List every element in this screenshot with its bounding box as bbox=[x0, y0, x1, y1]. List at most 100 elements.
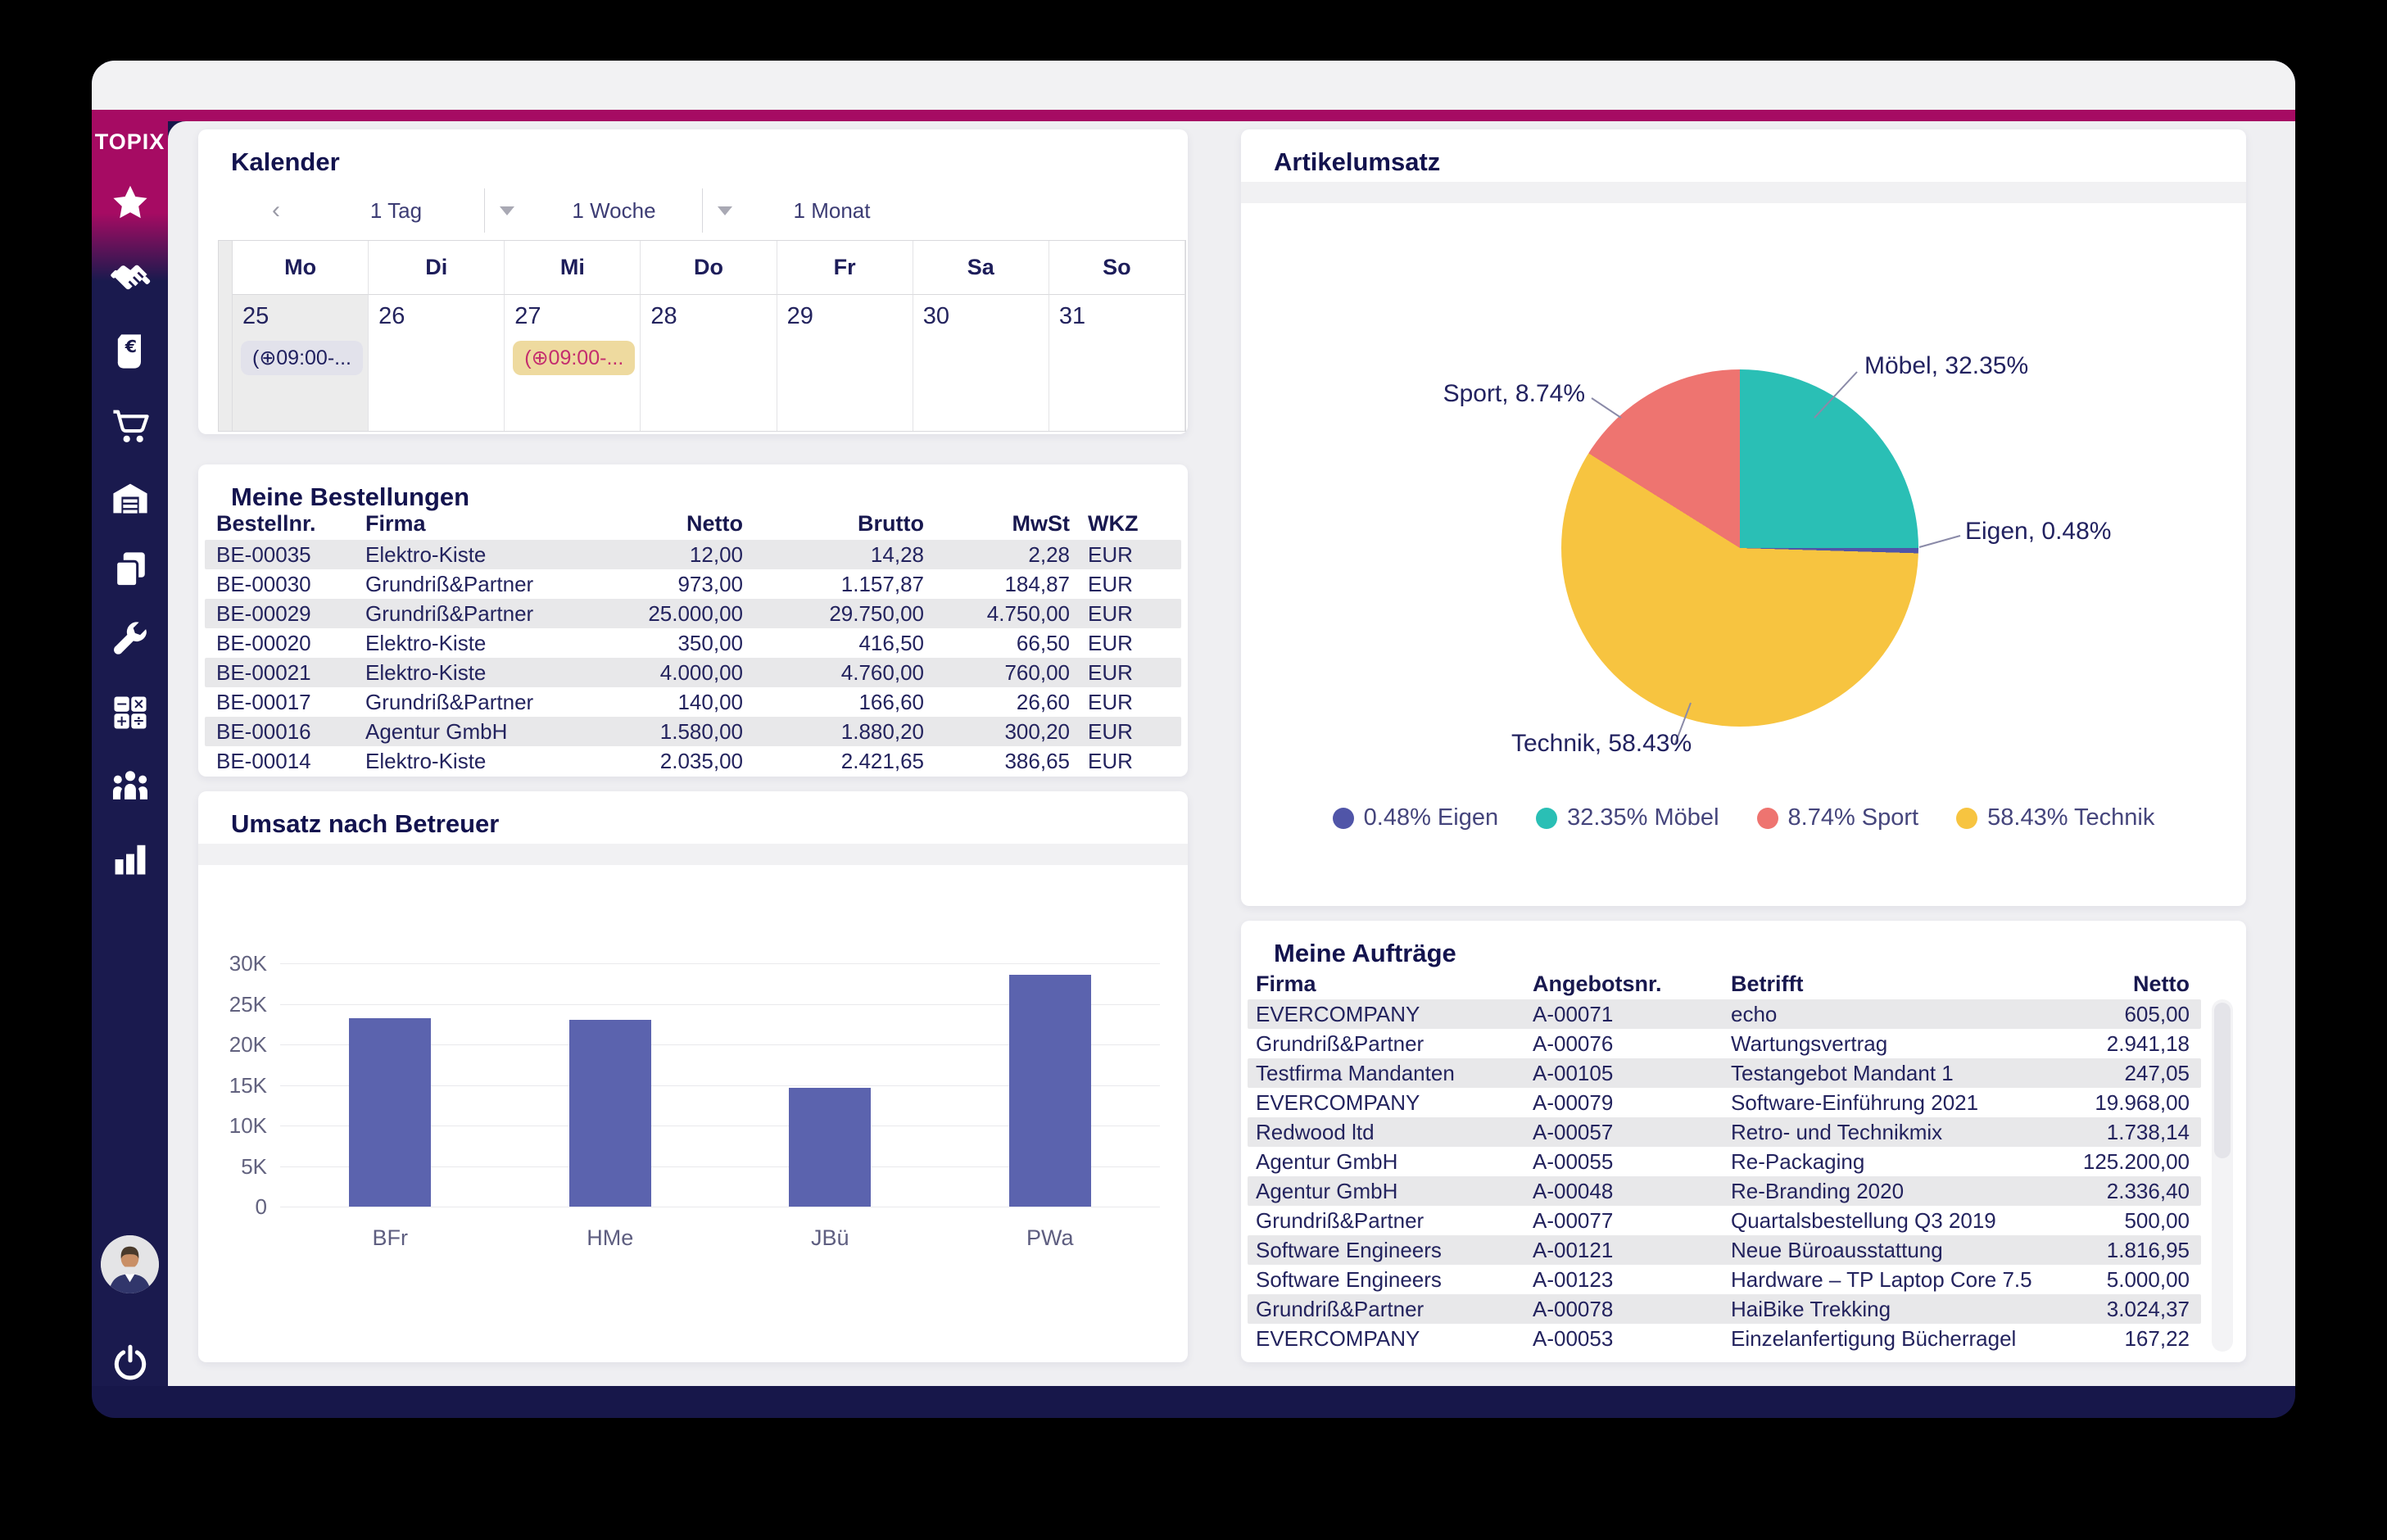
brand-accent-bar bbox=[92, 110, 2295, 121]
calendar-day-cell[interactable]: 30 bbox=[913, 295, 1049, 431]
sidebar-item-favorites[interactable] bbox=[107, 180, 153, 226]
table-cell: Agentur GmbH bbox=[1256, 1178, 1398, 1203]
table-cell: 25.000,00 bbox=[648, 600, 743, 626]
table-row[interactable]: EVERCOMPANY A-00053 Einzelanfertigung Büch… bbox=[1248, 1324, 2201, 1353]
chevron-down-icon[interactable] bbox=[718, 206, 732, 215]
table-cell: 166,60 bbox=[858, 689, 924, 714]
table-cell: 125.200,00 bbox=[2082, 1148, 2190, 1174]
table-cell: 2.035,00 bbox=[659, 748, 743, 773]
calendar-event[interactable]: (⊕09:00-... bbox=[241, 341, 363, 375]
table-cell: 350,00 bbox=[677, 630, 743, 655]
table-row[interactable]: Software Engineers A-00123 Hardware – TP L… bbox=[1248, 1265, 2201, 1294]
star-icon bbox=[112, 185, 147, 219]
svg-text:÷: ÷ bbox=[133, 713, 145, 730]
pie-chart[interactable] bbox=[1561, 369, 1918, 727]
table-row[interactable]: Grundriß&Partner A-00078 HaiBike Trekking 3… bbox=[1248, 1294, 2201, 1324]
window-titlebar bbox=[92, 61, 2295, 110]
table-cell: 14,28 bbox=[870, 541, 924, 567]
legend-item[interactable]: 32.35% Möbel bbox=[1536, 804, 1719, 831]
sidebar-item-accounting[interactable]: − × + ÷ bbox=[107, 690, 153, 736]
category-label: JBü bbox=[810, 1225, 849, 1250]
sidebar-item-tools[interactable] bbox=[107, 618, 153, 664]
table-row[interactable]: BE-00017 Grundriß&Partner 140,00 166,60 26,6… bbox=[205, 687, 1181, 717]
handshake-icon bbox=[110, 265, 150, 290]
scrollbar-track[interactable] bbox=[2212, 999, 2233, 1352]
table-cell: 66,50 bbox=[1016, 630, 1070, 655]
table-cell: Elektro-Kiste bbox=[365, 541, 487, 567]
table-row[interactable]: BE-00020 Elektro-Kiste 350,00 416,50 66,50 EU… bbox=[205, 628, 1181, 658]
warehouse-icon bbox=[112, 483, 147, 514]
svg-text:−: − bbox=[116, 696, 128, 713]
sidebar-item-purchasing[interactable] bbox=[107, 403, 153, 449]
table-row[interactable]: Redwood ltd A-00057 Retro- und Technikmix 1… bbox=[1248, 1117, 2201, 1147]
calendar-prev-button[interactable]: ‹ bbox=[272, 197, 280, 224]
table-row[interactable]: BE-00016 Agentur GmbH 1.580,00 1.880,20 300,… bbox=[205, 717, 1181, 746]
svg-text:+: + bbox=[116, 713, 128, 730]
calendar-weekday: Mi bbox=[505, 241, 641, 295]
sidebar-item-staff[interactable] bbox=[107, 763, 153, 808]
legend-item[interactable]: 58.43% Technik bbox=[1956, 804, 2154, 831]
table-row[interactable]: BE-00014 Elektro-Kiste 2.035,00 2.421,65 386… bbox=[205, 746, 1181, 776]
table-row[interactable]: Testfirma Mandanten A-00105 Testangebot Ma… bbox=[1248, 1058, 2201, 1088]
table-cell: EVERCOMPANY bbox=[1256, 1001, 1420, 1026]
calendar-day-button[interactable]: 1 Tag bbox=[369, 197, 423, 223]
table-cell: EUR bbox=[1088, 571, 1133, 596]
avatar[interactable] bbox=[101, 1235, 159, 1293]
table-cell: EUR bbox=[1088, 718, 1133, 744]
scrollbar-thumb[interactable] bbox=[2214, 1003, 2231, 1158]
sidebar-item-reports[interactable] bbox=[107, 836, 153, 881]
calendar-day-cell[interactable]: 27 (⊕09:00-... bbox=[505, 295, 641, 431]
table-cell: EUR bbox=[1088, 600, 1133, 626]
table-row[interactable]: EVERCOMPANY A-00071 echo 605,00 bbox=[1248, 999, 2201, 1029]
receipt-euro-icon: € bbox=[117, 334, 141, 369]
calendar-event[interactable]: (⊕09:00-... bbox=[513, 341, 636, 375]
table-row[interactable]: Grundriß&Partner A-00077 Quartalsbestellun… bbox=[1248, 1206, 2201, 1235]
table-cell: Grundriß&Partner bbox=[365, 689, 534, 714]
table-cell: 973,00 bbox=[677, 571, 743, 596]
table-cell: 4.000,00 bbox=[659, 659, 743, 685]
axis-tick-label: 30K bbox=[229, 951, 267, 976]
table-cell: EUR bbox=[1088, 659, 1133, 685]
legend-item[interactable]: 0.48% Eigen bbox=[1332, 804, 1499, 831]
calendar-day-cell[interactable]: 28 bbox=[641, 295, 777, 431]
bar-JBü[interactable] bbox=[789, 1088, 872, 1207]
umsatz-betreuer-title: Umsatz nach Betreuer bbox=[231, 809, 500, 838]
legend-label: 0.48% Eigen bbox=[1363, 804, 1499, 831]
power-icon[interactable] bbox=[110, 1342, 151, 1383]
table-row[interactable]: Software Engineers A-00121 Neue Büroaussta… bbox=[1248, 1235, 2201, 1265]
table-cell: A-00105 bbox=[1533, 1060, 1614, 1085]
table-cell: 1.157,87 bbox=[840, 571, 924, 596]
svg-text:×: × bbox=[133, 696, 145, 713]
table-row[interactable]: Agentur GmbH A-00055 Re-Packaging 125.200,0… bbox=[1248, 1147, 2201, 1176]
calendar-day-cell[interactable]: 26 bbox=[369, 295, 505, 431]
legend-item[interactable]: 8.74% Sport bbox=[1756, 804, 1918, 831]
table-row[interactable]: BE-00029 Grundriß&Partner 25.000,00 29.750,… bbox=[205, 599, 1181, 628]
avatar-image bbox=[101, 1235, 159, 1293]
orders-table-body: BE-00035 Elektro-Kiste 12,00 14,28 2,28 EUR BE… bbox=[205, 540, 1181, 776]
table-row[interactable]: Grundriß&Partner A-00076 Wartungsvertrag 2.… bbox=[1248, 1029, 2201, 1058]
sidebar-item-crm[interactable] bbox=[107, 254, 153, 300]
sidebar: TOPIX € − × + ÷ bbox=[92, 121, 168, 1386]
table-cell: Grundriß&Partner bbox=[365, 571, 534, 596]
table-cell: A-00057 bbox=[1533, 1119, 1614, 1144]
table-row[interactable]: BE-00030 Grundriß&Partner 973,00 1.157,87 18… bbox=[205, 569, 1181, 599]
wrench-icon bbox=[113, 622, 147, 654]
sidebar-item-warehouse[interactable] bbox=[107, 475, 153, 521]
calendar-day-cell[interactable]: 31 bbox=[1049, 295, 1185, 431]
calendar-month-button[interactable]: 1 Monat bbox=[793, 197, 871, 223]
chevron-down-icon[interactable] bbox=[500, 206, 514, 215]
sidebar-item-invoices[interactable]: € bbox=[107, 328, 153, 374]
table-row[interactable]: BE-00035 Elektro-Kiste 12,00 14,28 2,28 EUR bbox=[205, 540, 1181, 569]
table-cell: EVERCOMPANY bbox=[1256, 1089, 1420, 1115]
calendar-day-cell[interactable]: 29 bbox=[777, 295, 913, 431]
table-row[interactable]: EVERCOMPANY A-00079 Software-Einführung 20… bbox=[1248, 1088, 2201, 1117]
sidebar-item-documents[interactable] bbox=[107, 546, 153, 592]
calendar-day-cell[interactable]: 25 (⊕09:00-... bbox=[233, 295, 369, 431]
calendar-week-button[interactable]: 1 Woche bbox=[572, 197, 656, 223]
table-row[interactable]: BE-00021 Elektro-Kiste 4.000,00 4.760,00 760… bbox=[205, 658, 1181, 687]
table-row[interactable]: Agentur GmbH A-00048 Re-Branding 2020 2.336… bbox=[1248, 1176, 2201, 1206]
bar-BFr[interactable] bbox=[349, 1018, 432, 1207]
bar-PWa[interactable] bbox=[1008, 974, 1091, 1207]
bar-HMe[interactable] bbox=[568, 1020, 651, 1207]
table-cell: BE-00016 bbox=[216, 718, 311, 744]
